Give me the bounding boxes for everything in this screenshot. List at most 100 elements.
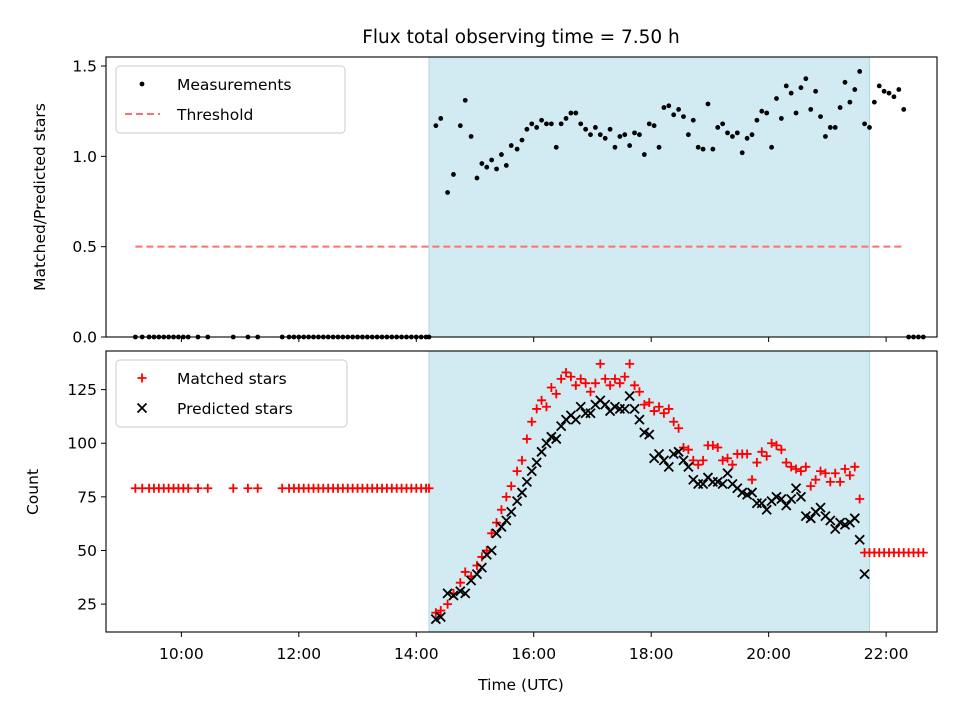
data-point (658, 455, 670, 466)
x-tick-label: 14:00 (394, 645, 439, 663)
data-point (455, 578, 465, 588)
data-point (442, 588, 453, 599)
data-point (602, 135, 608, 141)
data-point (827, 125, 833, 130)
data-point (438, 116, 444, 121)
data-point (871, 99, 877, 105)
data-point (527, 417, 537, 427)
data-point (823, 134, 828, 139)
data-point (705, 101, 711, 107)
data-point (536, 446, 547, 457)
data-point (762, 451, 772, 461)
data-point (673, 446, 684, 457)
data-point (637, 132, 642, 138)
data-point (867, 125, 872, 130)
data-point (629, 403, 640, 415)
count-panel: 25 50 75 100 125 10:00 12:00 14:00 16:00 18:00 20:… (67, 350, 938, 663)
data-point (524, 126, 530, 132)
data-point (641, 152, 647, 157)
data-point (688, 455, 698, 465)
data-point (776, 445, 786, 455)
data-point (506, 506, 517, 518)
legend-handle (137, 373, 147, 383)
data-point (435, 611, 446, 623)
data-point (243, 483, 253, 493)
data-point (534, 125, 540, 130)
data-point (486, 545, 497, 556)
y-tick-label: 50 (77, 542, 97, 560)
y-tick-label: 1.0 (72, 148, 97, 166)
data-point (457, 123, 463, 129)
data-point (570, 414, 581, 425)
data-point (492, 518, 502, 528)
data-point (852, 87, 858, 92)
data-point (901, 106, 907, 112)
legend-handle (139, 81, 145, 87)
data-point (575, 401, 586, 412)
data-point (445, 190, 451, 195)
data-point (649, 406, 659, 416)
data-point (605, 380, 615, 390)
top-y-axis-label: Matched/Predicted stars (31, 103, 49, 291)
data-point (857, 69, 863, 74)
data-point (654, 402, 664, 412)
data-point (632, 130, 637, 136)
data-point (749, 132, 755, 138)
data-point (193, 483, 203, 493)
y-tick-label: 0.0 (72, 329, 97, 347)
data-point (850, 462, 860, 472)
data-point (546, 382, 556, 392)
data-point (489, 157, 495, 163)
y-tick-label: 100 (67, 435, 97, 453)
data-point (514, 146, 520, 152)
data-point (761, 504, 772, 515)
data-point (653, 448, 665, 460)
data-point (522, 434, 532, 444)
data-point (764, 110, 770, 116)
data-point (754, 117, 760, 123)
data-point (678, 443, 688, 453)
data-point (634, 387, 644, 397)
data-point (228, 483, 238, 493)
data-point (842, 79, 848, 85)
data-point (840, 464, 850, 474)
data-point (855, 494, 865, 504)
data-point (713, 443, 723, 453)
data-point (556, 374, 566, 384)
data-point (644, 429, 655, 440)
data-point (553, 144, 559, 150)
data-point (849, 513, 860, 524)
x-tick-label: 20:00 (746, 645, 791, 663)
data-point (710, 146, 716, 152)
data-point (581, 378, 591, 388)
data-point (830, 523, 841, 535)
data-point (585, 408, 596, 419)
data-point (448, 590, 459, 601)
data-point (825, 515, 836, 526)
data-point (462, 97, 468, 103)
data-point (698, 455, 708, 465)
data-point (183, 483, 193, 493)
data-point (617, 134, 623, 139)
data-point (612, 144, 618, 150)
data-point (723, 453, 733, 463)
data-point (443, 599, 453, 609)
data-point (551, 389, 561, 399)
data-point (541, 438, 552, 449)
data-point (619, 403, 630, 415)
data-point (541, 402, 551, 412)
legend-label: Threshold (176, 106, 253, 124)
legend: Matched stars Predicted stars (115, 359, 348, 428)
x-tick-label: 18:00 (629, 645, 674, 663)
data-point (832, 125, 838, 130)
data-point (790, 483, 802, 494)
data-point (634, 414, 645, 425)
legend-label: Predicted stars (177, 400, 293, 418)
data-point (690, 117, 696, 123)
data-point (578, 121, 584, 127)
data-point (474, 175, 480, 181)
x-tick-label: 22:00 (864, 645, 909, 663)
x-tick-label: 16:00 (511, 645, 556, 663)
x-axis-label: Time (UTC) (477, 676, 564, 694)
data-point (499, 152, 504, 157)
